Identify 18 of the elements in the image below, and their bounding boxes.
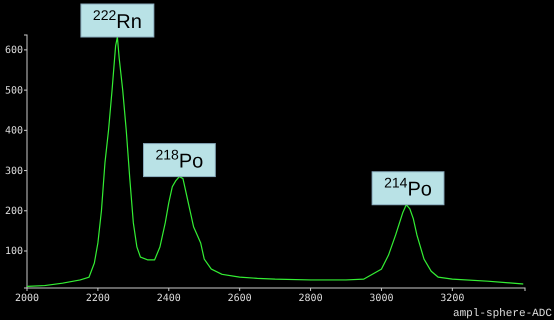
y-tick-label: 100 [4, 246, 23, 258]
x-tick-label: 2200 [86, 293, 110, 304]
y-tick-label: 200 [4, 206, 23, 217]
annotation: $^{222}$Rn [92, 7, 142, 34]
y-tick-label: 500 [4, 85, 23, 96]
x-tick-label: 2400 [156, 293, 181, 304]
y-tick-label: 300 [4, 166, 23, 177]
x-tick-label: 3000 [369, 293, 394, 304]
annotation: $^{218}$Po [156, 146, 204, 173]
line-series [26, 36, 524, 287]
x-tick-label: 3200 [440, 293, 464, 304]
annotation: $^{214}$Po [384, 174, 432, 201]
y-tick-label: 400 [4, 126, 23, 137]
x-tick-label: 2800 [298, 293, 323, 304]
y-tick-label: 600 [4, 45, 23, 56]
x-tick-label: 2600 [228, 293, 252, 304]
x-tick-label: 2000 [14, 293, 40, 304]
x-axis-title: ampl-sphere-ADC [452, 308, 552, 320]
